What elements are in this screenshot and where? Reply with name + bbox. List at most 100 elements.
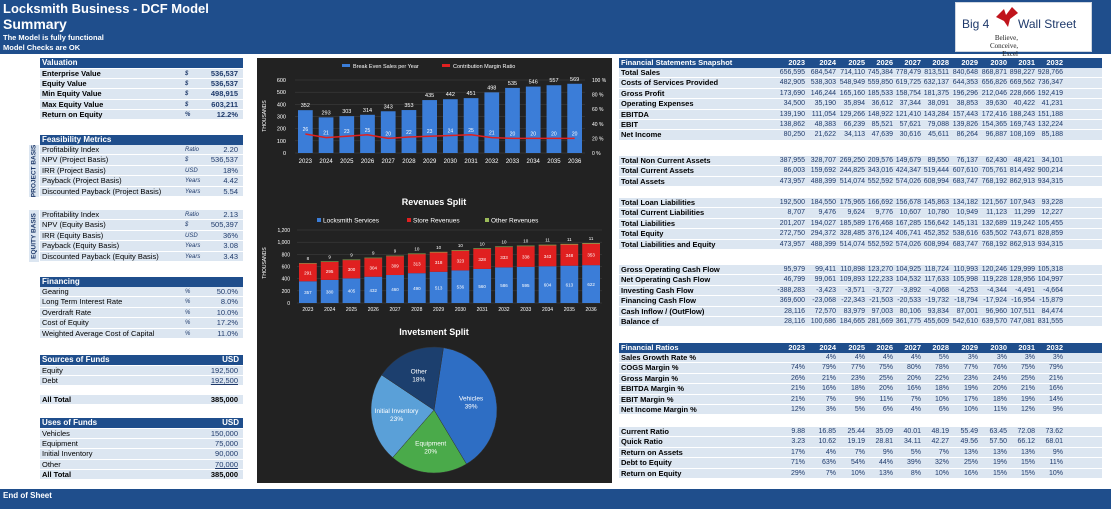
row-value: 361,775 bbox=[895, 318, 921, 325]
y-tick-label: 0 bbox=[287, 301, 290, 307]
year-header: 2027 bbox=[904, 343, 921, 352]
row-label: Balance cf bbox=[621, 317, 659, 326]
row-value: 75% bbox=[1020, 364, 1035, 372]
revenue-stack-segment bbox=[342, 259, 361, 261]
row-value: 482,905 bbox=[779, 79, 805, 87]
row-value: 143,284 bbox=[923, 110, 949, 118]
row-value: 110,993 bbox=[953, 266, 978, 273]
break-even-bar bbox=[505, 87, 520, 153]
metric-row: Profitability Index Ratio 2.20 bbox=[40, 145, 243, 156]
metric-value: 17.2% bbox=[216, 318, 238, 328]
legend-label: Store Revenues bbox=[413, 218, 460, 225]
revenue-stack-segment bbox=[473, 248, 492, 249]
metric-label: Return on Equity bbox=[42, 110, 103, 120]
year-header: 2029 bbox=[961, 58, 978, 67]
row-value: 117,633 bbox=[924, 276, 949, 284]
row-value: 185,533 bbox=[867, 89, 893, 97]
snapshot-section-title: Financial Statements Snapshot bbox=[621, 58, 733, 67]
revenue-stack-segment bbox=[320, 261, 339, 280]
metric-unit: % bbox=[185, 309, 191, 316]
row-value: 181,375 bbox=[923, 89, 949, 97]
row-value: -4,344 bbox=[987, 286, 1007, 294]
metric-unit: USD bbox=[185, 167, 198, 174]
segment-data-label: 295 bbox=[326, 269, 334, 274]
metric-value: 603,211 bbox=[211, 99, 238, 109]
row-value: 20% bbox=[878, 385, 893, 393]
row-value: 66.12 bbox=[1017, 438, 1035, 446]
segment-data-label: 490 bbox=[413, 286, 421, 291]
x-tick-label: 2031 bbox=[464, 159, 478, 165]
row-value: -22,343 bbox=[841, 297, 865, 305]
revenue-stack-segment bbox=[582, 265, 600, 303]
row-value: 167,285 bbox=[895, 219, 921, 227]
row-value: 828,859 bbox=[1037, 230, 1063, 238]
financial-row: Total Assets 473,957 488,399 514,074 552,592… bbox=[619, 176, 1102, 188]
metric-label: Payback (Project Basis) bbox=[42, 176, 122, 186]
y-tick-label: 600 bbox=[282, 265, 291, 271]
row-label: Costs of Services Provided bbox=[621, 78, 719, 88]
row-value: 159,692 bbox=[810, 167, 836, 175]
row-value: 132,224 bbox=[1037, 121, 1063, 128]
y2-tick-label: 100 % bbox=[592, 78, 607, 84]
row-value: 644,353 bbox=[952, 79, 978, 87]
revenue-stack-segment bbox=[342, 278, 361, 303]
row-value: 85,521 bbox=[871, 121, 893, 128]
financial-row: Investing Cash Flow -388,283 -3,423 -3,571-… bbox=[619, 285, 1102, 297]
metric-row: Weighted Average Cost of Capital% 11.0% bbox=[40, 328, 243, 339]
row-value: 80% bbox=[906, 364, 921, 372]
segment-data-label: 613 bbox=[566, 282, 574, 287]
metric-label: IRR (Project Basis) bbox=[42, 165, 106, 175]
row-value: 13% bbox=[992, 448, 1007, 456]
total-value: 385,000 bbox=[210, 470, 238, 479]
row-value: 120,246 bbox=[981, 266, 1007, 273]
y2-tick-label: 20 % bbox=[592, 136, 604, 142]
row-value: 34,113 bbox=[844, 131, 865, 139]
row-value: 3.23 bbox=[791, 438, 805, 446]
row-value: 173,690 bbox=[779, 89, 805, 97]
y-tick-label: 100 bbox=[277, 139, 286, 145]
row-value: 9% bbox=[1052, 448, 1063, 456]
row-value: -19,732 bbox=[925, 297, 949, 305]
row-label: Total Equity bbox=[621, 229, 664, 239]
pie-value-label: 20% bbox=[424, 449, 437, 456]
row-value: 23% bbox=[963, 374, 978, 382]
segment-data-label: 10 bbox=[501, 239, 507, 244]
row-label: Return on Equity bbox=[621, 468, 682, 478]
sheet-title: Summary bbox=[3, 16, 67, 32]
metric-value: 75,000 bbox=[215, 438, 238, 448]
metric-value: 5.54 bbox=[223, 186, 238, 196]
bar-data-label: 343 bbox=[384, 104, 393, 110]
eagle-icon bbox=[996, 7, 1018, 27]
chart-title: Invetsment Split bbox=[399, 327, 469, 337]
revenue-stack-segment bbox=[560, 265, 579, 303]
metric-value: 3.43 bbox=[223, 251, 238, 261]
segment-data-label: 304 bbox=[369, 265, 377, 270]
segment-data-label: 11 bbox=[589, 236, 594, 241]
row-value: 36,612 bbox=[871, 100, 893, 108]
y-tick-label: 300 bbox=[277, 115, 286, 121]
financial-row: Current Ratio 9.88 16.85 25.44 35.09 40.01 48.… bbox=[619, 427, 1102, 438]
segment-data-label: 432 bbox=[369, 288, 377, 293]
row-label: Operating Expenses bbox=[621, 99, 694, 109]
row-value: 121,410 bbox=[895, 110, 921, 118]
legend-label: Contribution Margin Ratio bbox=[453, 64, 515, 70]
x-tick-label: 2033 bbox=[520, 307, 531, 313]
metric-row: Vehicles 150,000 bbox=[40, 428, 243, 439]
row-value: 473,957 bbox=[779, 177, 805, 185]
row-value: 6% bbox=[938, 406, 949, 413]
row-label: EBIT bbox=[621, 120, 639, 129]
row-value: 39% bbox=[906, 459, 921, 467]
row-value: 17% bbox=[963, 395, 978, 403]
year-header: 2025 bbox=[848, 58, 865, 67]
row-value: -17,924 bbox=[983, 297, 1007, 305]
row-value: 149,679 bbox=[895, 157, 921, 164]
row-value: -15,879 bbox=[1039, 297, 1063, 305]
row-value: 151,188 bbox=[1037, 110, 1063, 118]
row-value: 45,611 bbox=[928, 131, 949, 139]
row-value: 63.45 bbox=[989, 428, 1007, 435]
row-value: 814,492 bbox=[1009, 167, 1035, 175]
row-value: 19% bbox=[1020, 395, 1035, 403]
x-tick-label: 2030 bbox=[444, 159, 458, 165]
pie-value-label: 39% bbox=[465, 404, 478, 411]
row-value: 639,570 bbox=[981, 318, 1007, 325]
